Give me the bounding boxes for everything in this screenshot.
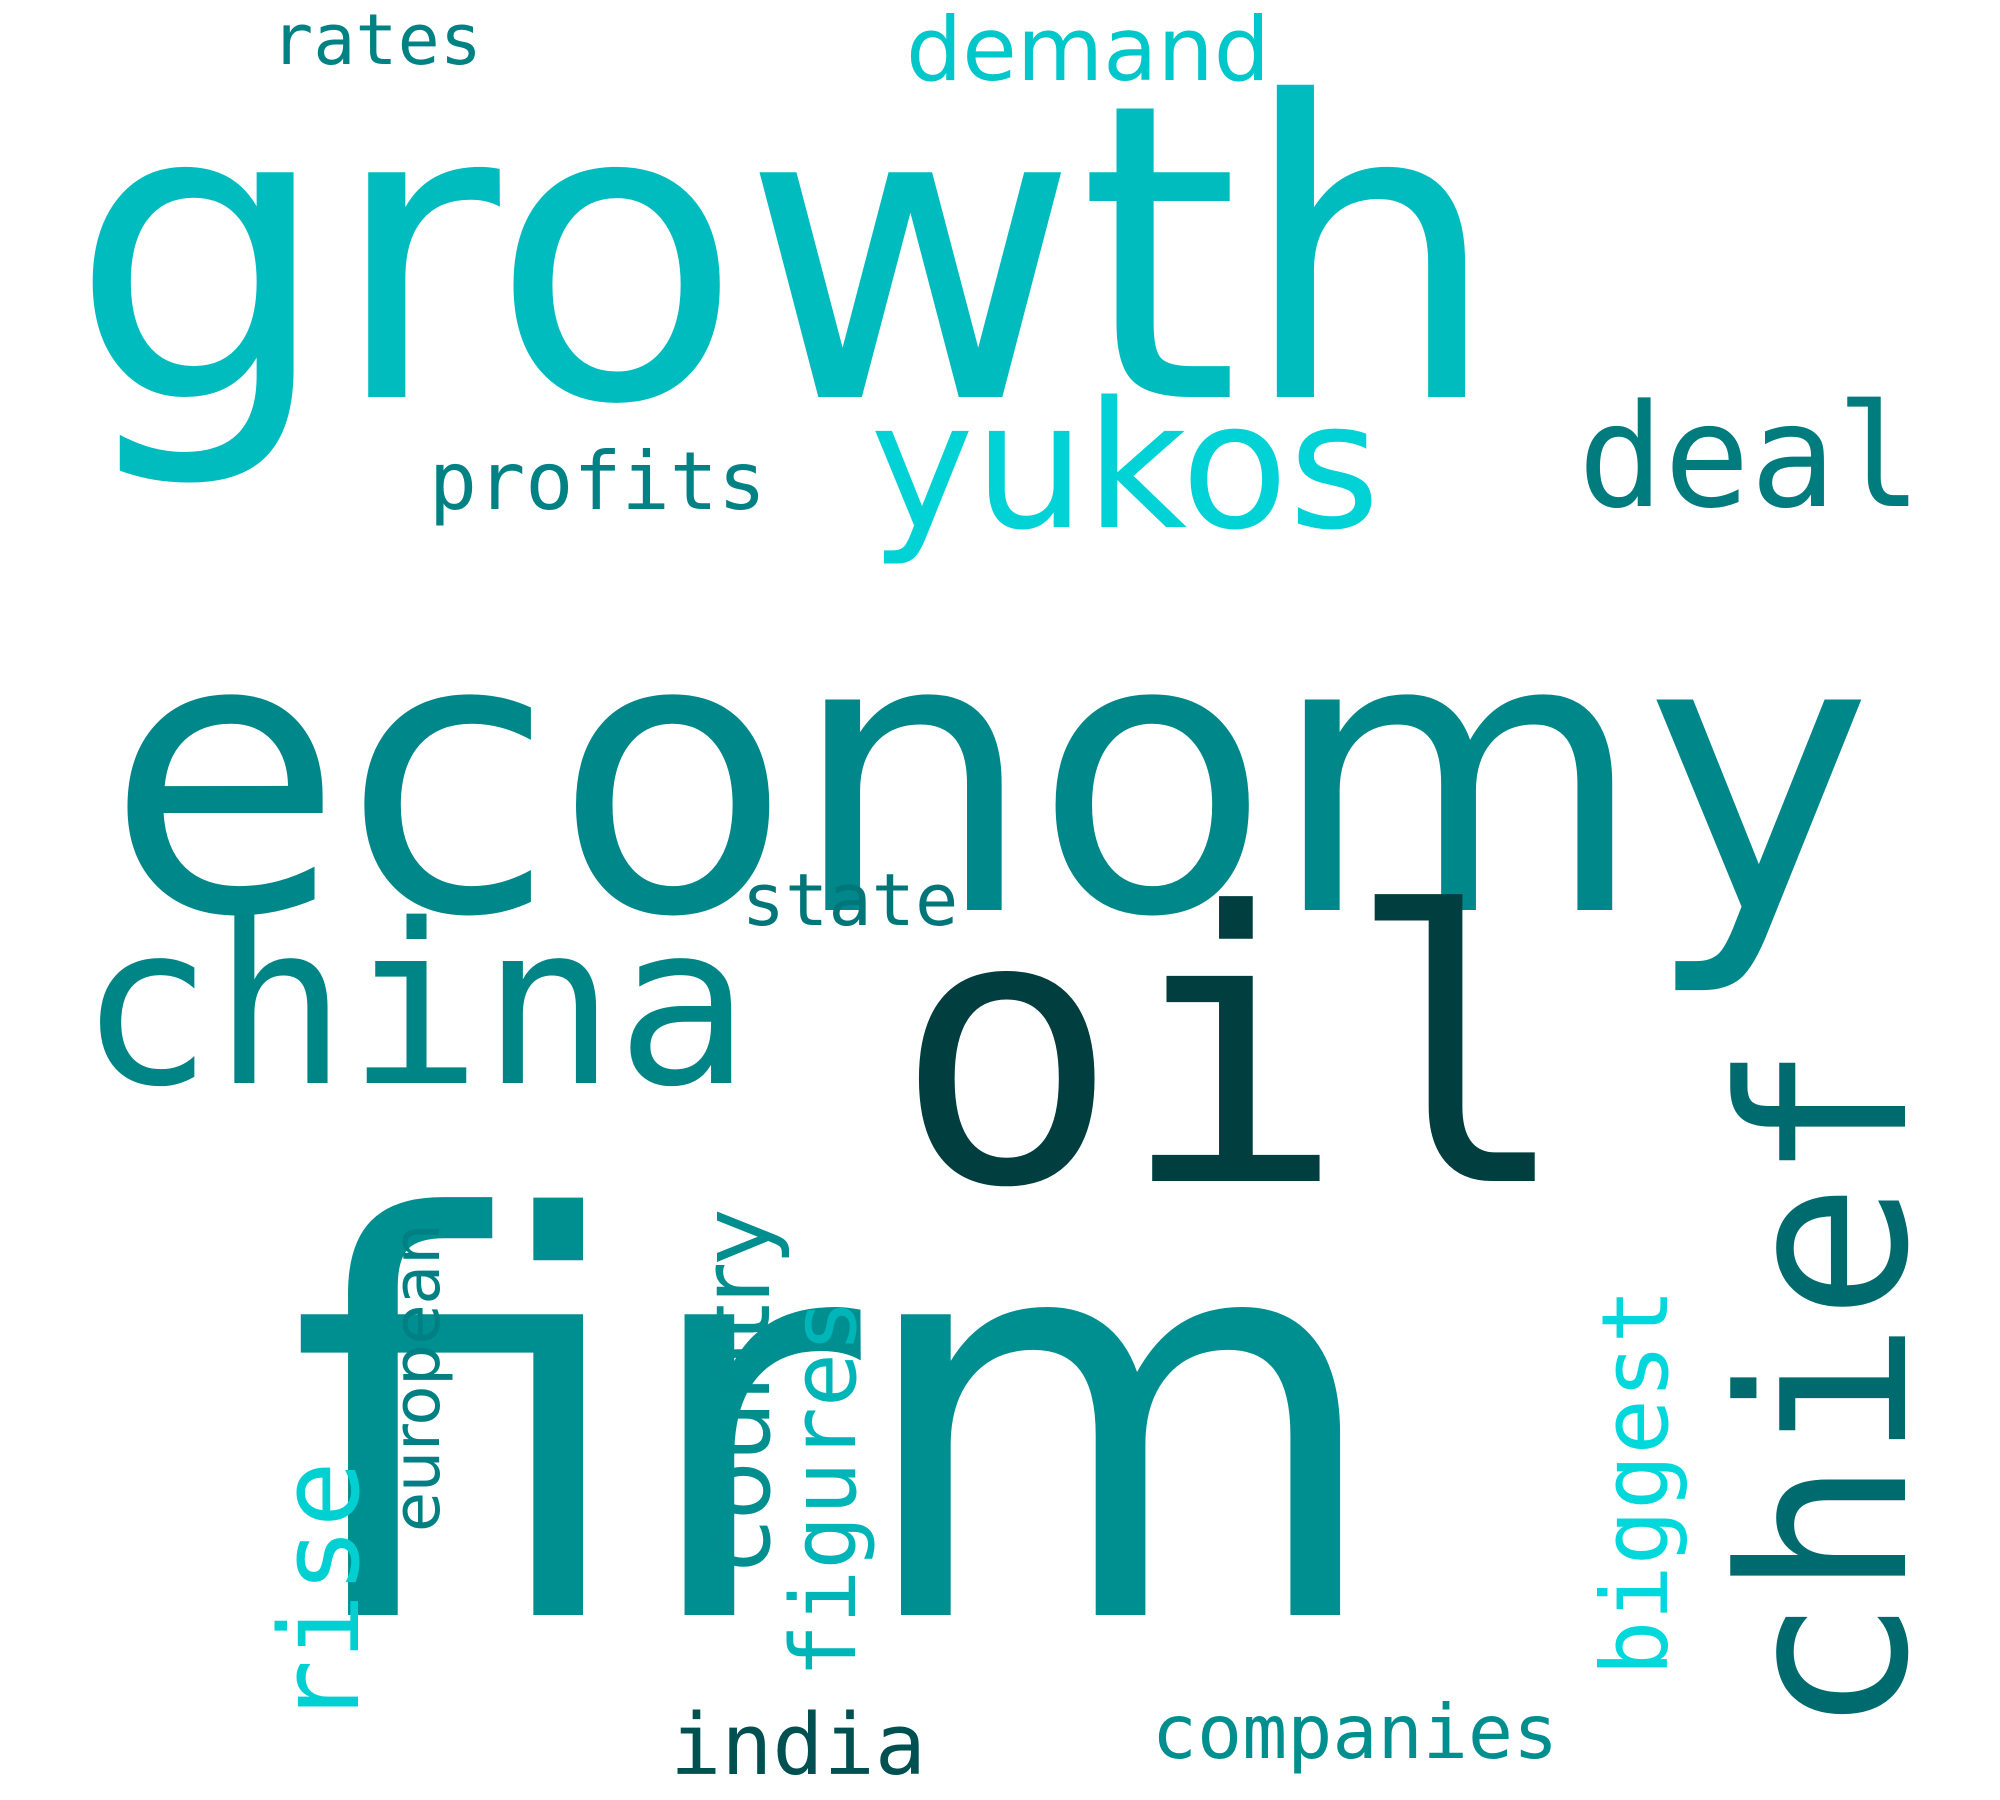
word-european: european [380, 1223, 455, 1532]
word-firm: firm [288, 1104, 1387, 1745]
word-rates: rates [271, 0, 482, 81]
word-china: china [78, 876, 751, 1136]
word-yukos: yukos [870, 364, 1380, 569]
word-figures: figures [772, 1298, 877, 1679]
word-country: country [682, 1208, 792, 1572]
word-companies: companies [1151, 1688, 1559, 1776]
word-economy: economy [106, 553, 1873, 1001]
word-oil: oil [893, 834, 1572, 1270]
word-demand: demand [906, 0, 1270, 102]
word-rise: rise [256, 1461, 384, 1727]
word-state: state [741, 858, 959, 942]
word-growth: growth [70, 15, 1500, 494]
word-chief: chief [1693, 1043, 1960, 1737]
word-profits: profits [428, 435, 767, 528]
word-india: india [670, 1696, 926, 1795]
word-biggest: biggest [1582, 1288, 1689, 1677]
word-deal: deal [1577, 373, 1923, 540]
